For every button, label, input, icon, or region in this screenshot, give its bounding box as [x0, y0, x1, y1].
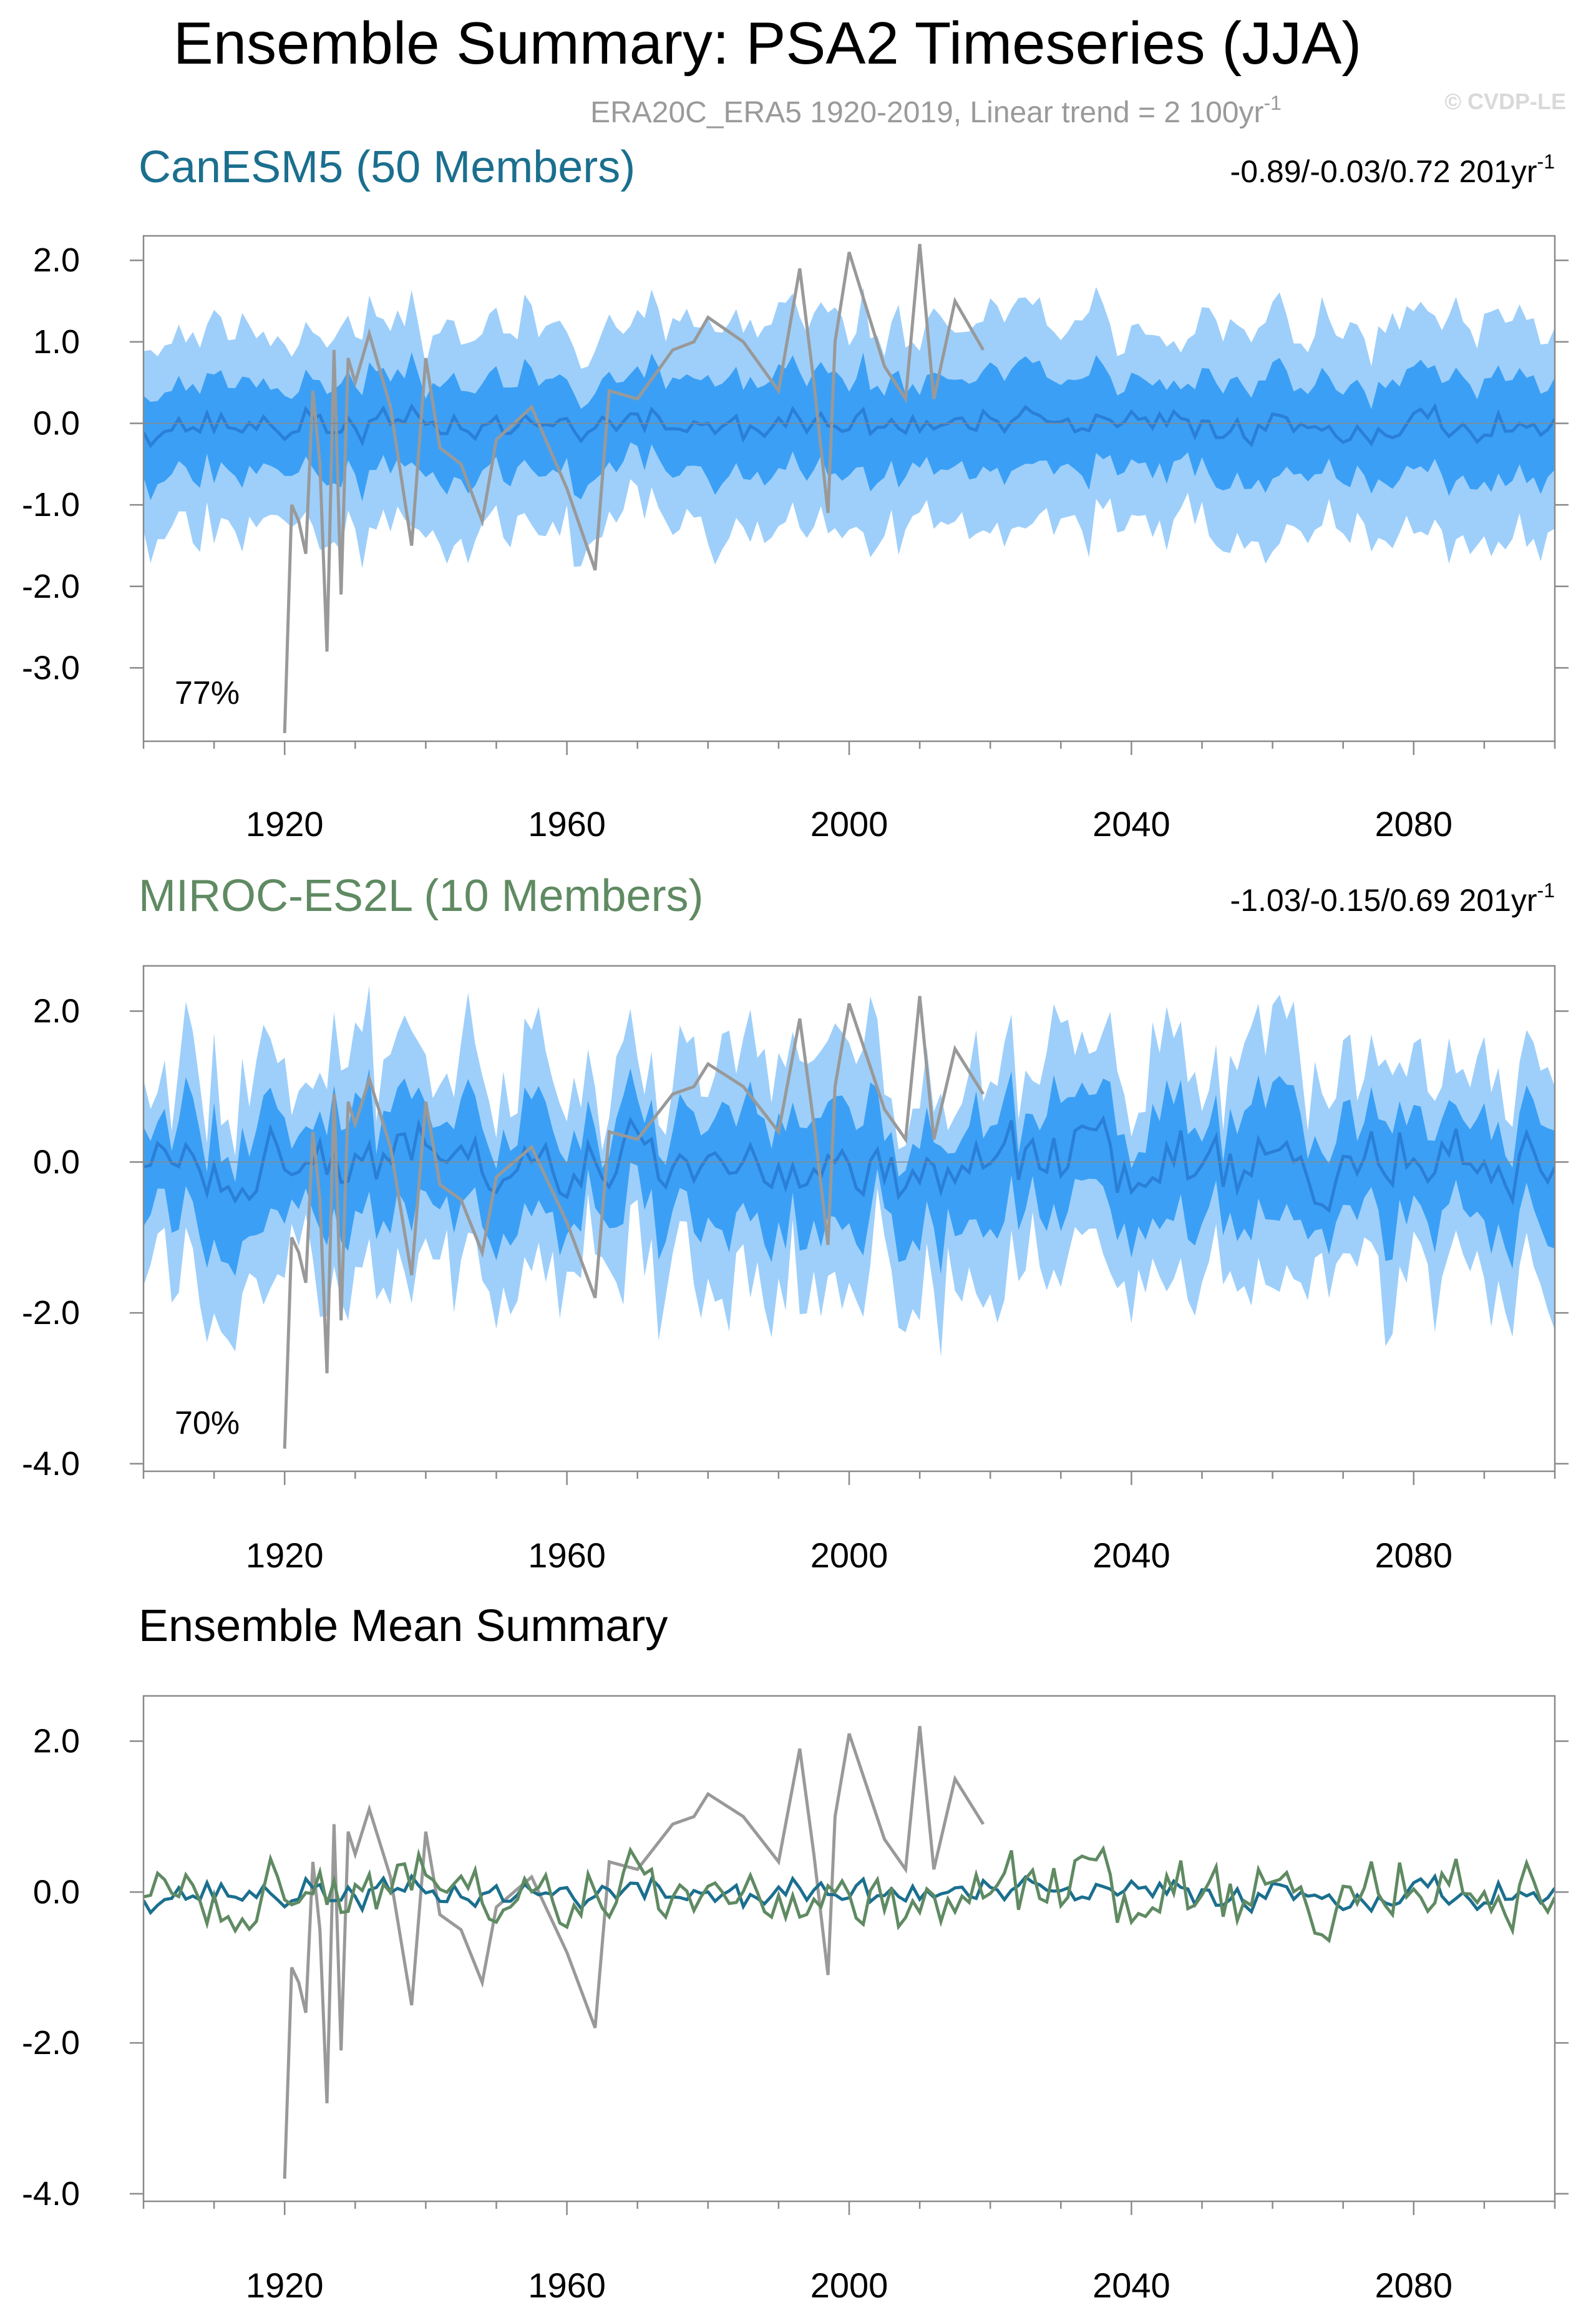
x-tick-label: 2000: [810, 2266, 888, 2305]
plot-area: [144, 243, 1555, 734]
obs-line: [283, 996, 985, 1449]
y-tick-label: -2.0: [22, 2024, 80, 2062]
y-tick-label: 0.0: [33, 1873, 80, 1911]
y-tick-label: 2.0: [33, 1723, 80, 1760]
series-line: [144, 1845, 1555, 1944]
y-tick-label: 2.0: [33, 241, 80, 279]
obs-line: [283, 243, 985, 734]
trend-label: -0.89/-0.03/0.72 201yr-1: [1230, 150, 1555, 189]
panel-title: MIROC-ES2L (10 Members): [139, 871, 704, 921]
y-tick-label: -2.0: [22, 568, 80, 605]
y-tick-label: -4.0: [22, 1445, 80, 1483]
y-tick-label: 0.0: [33, 1143, 80, 1181]
x-tick-label: 1920: [246, 1536, 324, 1575]
panel-title: Ensemble Mean Summary: [139, 1601, 668, 1651]
panel-title: CanESM5 (50 Members): [139, 142, 635, 192]
y-tick-label: -3.0: [22, 649, 80, 686]
ensemble-range-inner: [144, 1068, 1555, 1277]
series-line: [283, 1726, 985, 2179]
x-tick-label: 1960: [528, 804, 606, 844]
y-tick-label: -1.0: [22, 486, 80, 523]
x-tick-label: 1920: [246, 2266, 324, 2305]
y-tick-label: 2.0: [33, 993, 80, 1030]
x-tick-label: 2080: [1375, 2266, 1453, 2305]
percent-label: 70%: [175, 1405, 240, 1441]
x-tick-label: 1920: [246, 804, 324, 844]
x-tick-label: 1960: [528, 1536, 606, 1575]
plot-frame: [142, 1695, 1556, 2203]
x-tick-label: 1960: [528, 2266, 606, 2305]
watermark: © CVDP-LE: [1444, 89, 1566, 114]
ensemble-mean-panel: Ensemble Mean Summary 2.0 0.0 -2.0 -4.0 1920 1…: [22, 1601, 1569, 2305]
percent-label: 77%: [175, 675, 240, 711]
x-tick-label: 2000: [810, 1536, 888, 1575]
canesm5-panel: CanESM5 (50 Members) -0.89/-0.03/0.72 201…: [22, 142, 1569, 844]
x-tick-label: 2000: [810, 804, 888, 844]
ensemble-mean-line: [144, 402, 1555, 449]
figure-title: Ensemble Summary: PSA2 Timeseries (JJA): [173, 10, 1362, 77]
ensemble-mean-line: [144, 1115, 1555, 1214]
x-tick-label: 2080: [1375, 1536, 1453, 1575]
plot-area: [144, 1726, 1555, 2179]
x-tick-label: 2040: [1092, 1536, 1170, 1575]
plot-area: [144, 985, 1555, 1449]
y-tick-label: -4.0: [22, 2175, 80, 2213]
y-tick-label: 1.0: [33, 323, 80, 361]
x-tick-label: 2040: [1092, 2266, 1170, 2305]
trend-label: -1.03/-0.15/0.69 201yr-1: [1230, 879, 1555, 918]
y-tick-label: 0.0: [33, 404, 80, 442]
y-tick-label: -2.0: [22, 1294, 80, 1332]
miroc-panel: MIROC-ES2L (10 Members) -1.03/-0.15/0.69 …: [22, 871, 1569, 1575]
x-tick-label: 2080: [1375, 804, 1453, 844]
figure-subtitle: ERA20C_ERA5 1920-2019, Linear trend = 2 …: [590, 92, 1282, 129]
x-tick-label: 2040: [1092, 804, 1170, 844]
